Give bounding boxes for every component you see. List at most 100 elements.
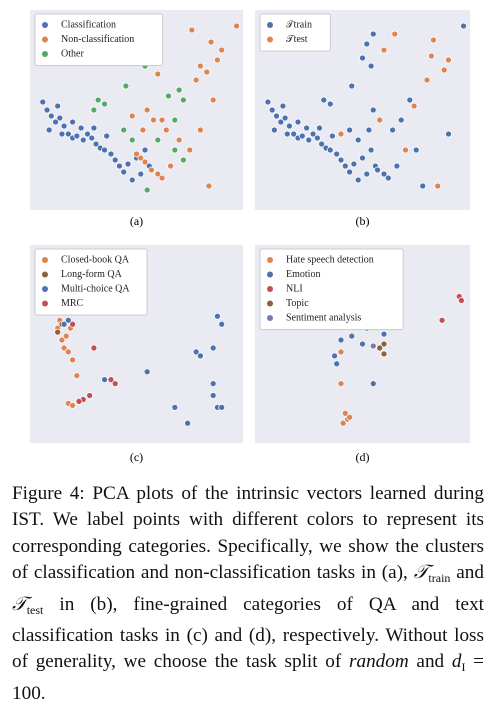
point — [331, 352, 338, 360]
point — [188, 26, 196, 34]
point — [434, 182, 442, 190]
point — [192, 348, 200, 356]
legend-marker — [267, 257, 273, 263]
legend-label: NLI — [286, 283, 303, 294]
point — [218, 404, 226, 411]
point — [369, 30, 377, 38]
point — [158, 174, 166, 182]
point — [233, 22, 240, 30]
subplot-label: (a) — [130, 214, 143, 228]
point — [460, 22, 467, 30]
point — [64, 316, 72, 324]
point — [45, 126, 53, 134]
point — [218, 46, 226, 54]
point — [69, 402, 76, 409]
point — [107, 376, 115, 383]
point — [440, 66, 448, 74]
point — [116, 162, 123, 170]
legend-marker — [42, 286, 48, 292]
point — [333, 360, 341, 368]
point — [337, 348, 345, 356]
point — [158, 116, 166, 124]
caption-math: d — [451, 651, 462, 673]
legend-label: Long-form QA — [61, 269, 123, 280]
point — [120, 168, 128, 176]
legend-label: Topic — [286, 298, 309, 309]
point — [354, 136, 362, 144]
point — [205, 182, 213, 190]
legend-label: 𝒯train — [286, 19, 312, 30]
point — [192, 76, 200, 84]
point — [380, 340, 388, 348]
point — [197, 126, 204, 134]
point — [354, 176, 362, 184]
point — [180, 156, 187, 164]
point — [380, 330, 388, 338]
legend-marker — [42, 36, 48, 43]
point — [369, 380, 377, 387]
caption-math: 𝒯 — [413, 562, 429, 584]
point — [207, 38, 215, 46]
point — [380, 170, 388, 178]
point — [88, 134, 96, 142]
point — [412, 146, 420, 154]
point — [101, 100, 108, 108]
point — [374, 166, 381, 174]
legend-marker — [267, 271, 273, 278]
point — [84, 130, 91, 138]
point — [309, 130, 317, 138]
point — [389, 126, 396, 134]
legend-marker — [267, 315, 273, 321]
legend-marker — [42, 300, 48, 307]
point — [339, 419, 347, 427]
legend-marker — [267, 22, 273, 28]
point — [423, 76, 431, 84]
point — [209, 392, 217, 399]
point — [264, 98, 272, 106]
point — [128, 112, 136, 120]
point — [359, 54, 366, 62]
legend-box — [259, 248, 404, 330]
point — [298, 132, 306, 140]
point — [101, 376, 108, 383]
point — [359, 340, 366, 348]
point — [393, 162, 401, 170]
point — [150, 116, 157, 124]
point — [184, 419, 191, 427]
point — [92, 140, 100, 148]
point — [380, 350, 388, 358]
point — [175, 86, 183, 94]
point — [359, 154, 366, 162]
point — [75, 398, 83, 405]
point — [64, 348, 72, 356]
point — [209, 96, 217, 104]
legend-box — [34, 248, 148, 316]
point — [397, 116, 405, 124]
point — [77, 124, 85, 132]
point — [458, 297, 465, 304]
point — [171, 116, 179, 124]
legend-label: Other — [61, 48, 84, 59]
point — [350, 160, 358, 168]
subplot-label: (c) — [130, 450, 143, 464]
point — [363, 170, 371, 178]
caption-italic: random — [349, 651, 409, 673]
caption-text: and — [450, 562, 484, 584]
point — [316, 124, 323, 132]
point — [341, 162, 349, 170]
point — [141, 146, 149, 154]
point — [79, 136, 87, 144]
point — [281, 114, 289, 122]
caption-sub: train — [428, 571, 451, 586]
point — [60, 122, 68, 130]
point — [128, 136, 136, 144]
point — [165, 92, 172, 100]
legend-marker — [42, 257, 48, 263]
point — [154, 170, 162, 178]
legend-marker — [42, 271, 48, 278]
point — [43, 106, 51, 114]
point — [39, 98, 47, 106]
point — [369, 106, 377, 114]
point — [122, 82, 130, 90]
point — [348, 332, 356, 340]
